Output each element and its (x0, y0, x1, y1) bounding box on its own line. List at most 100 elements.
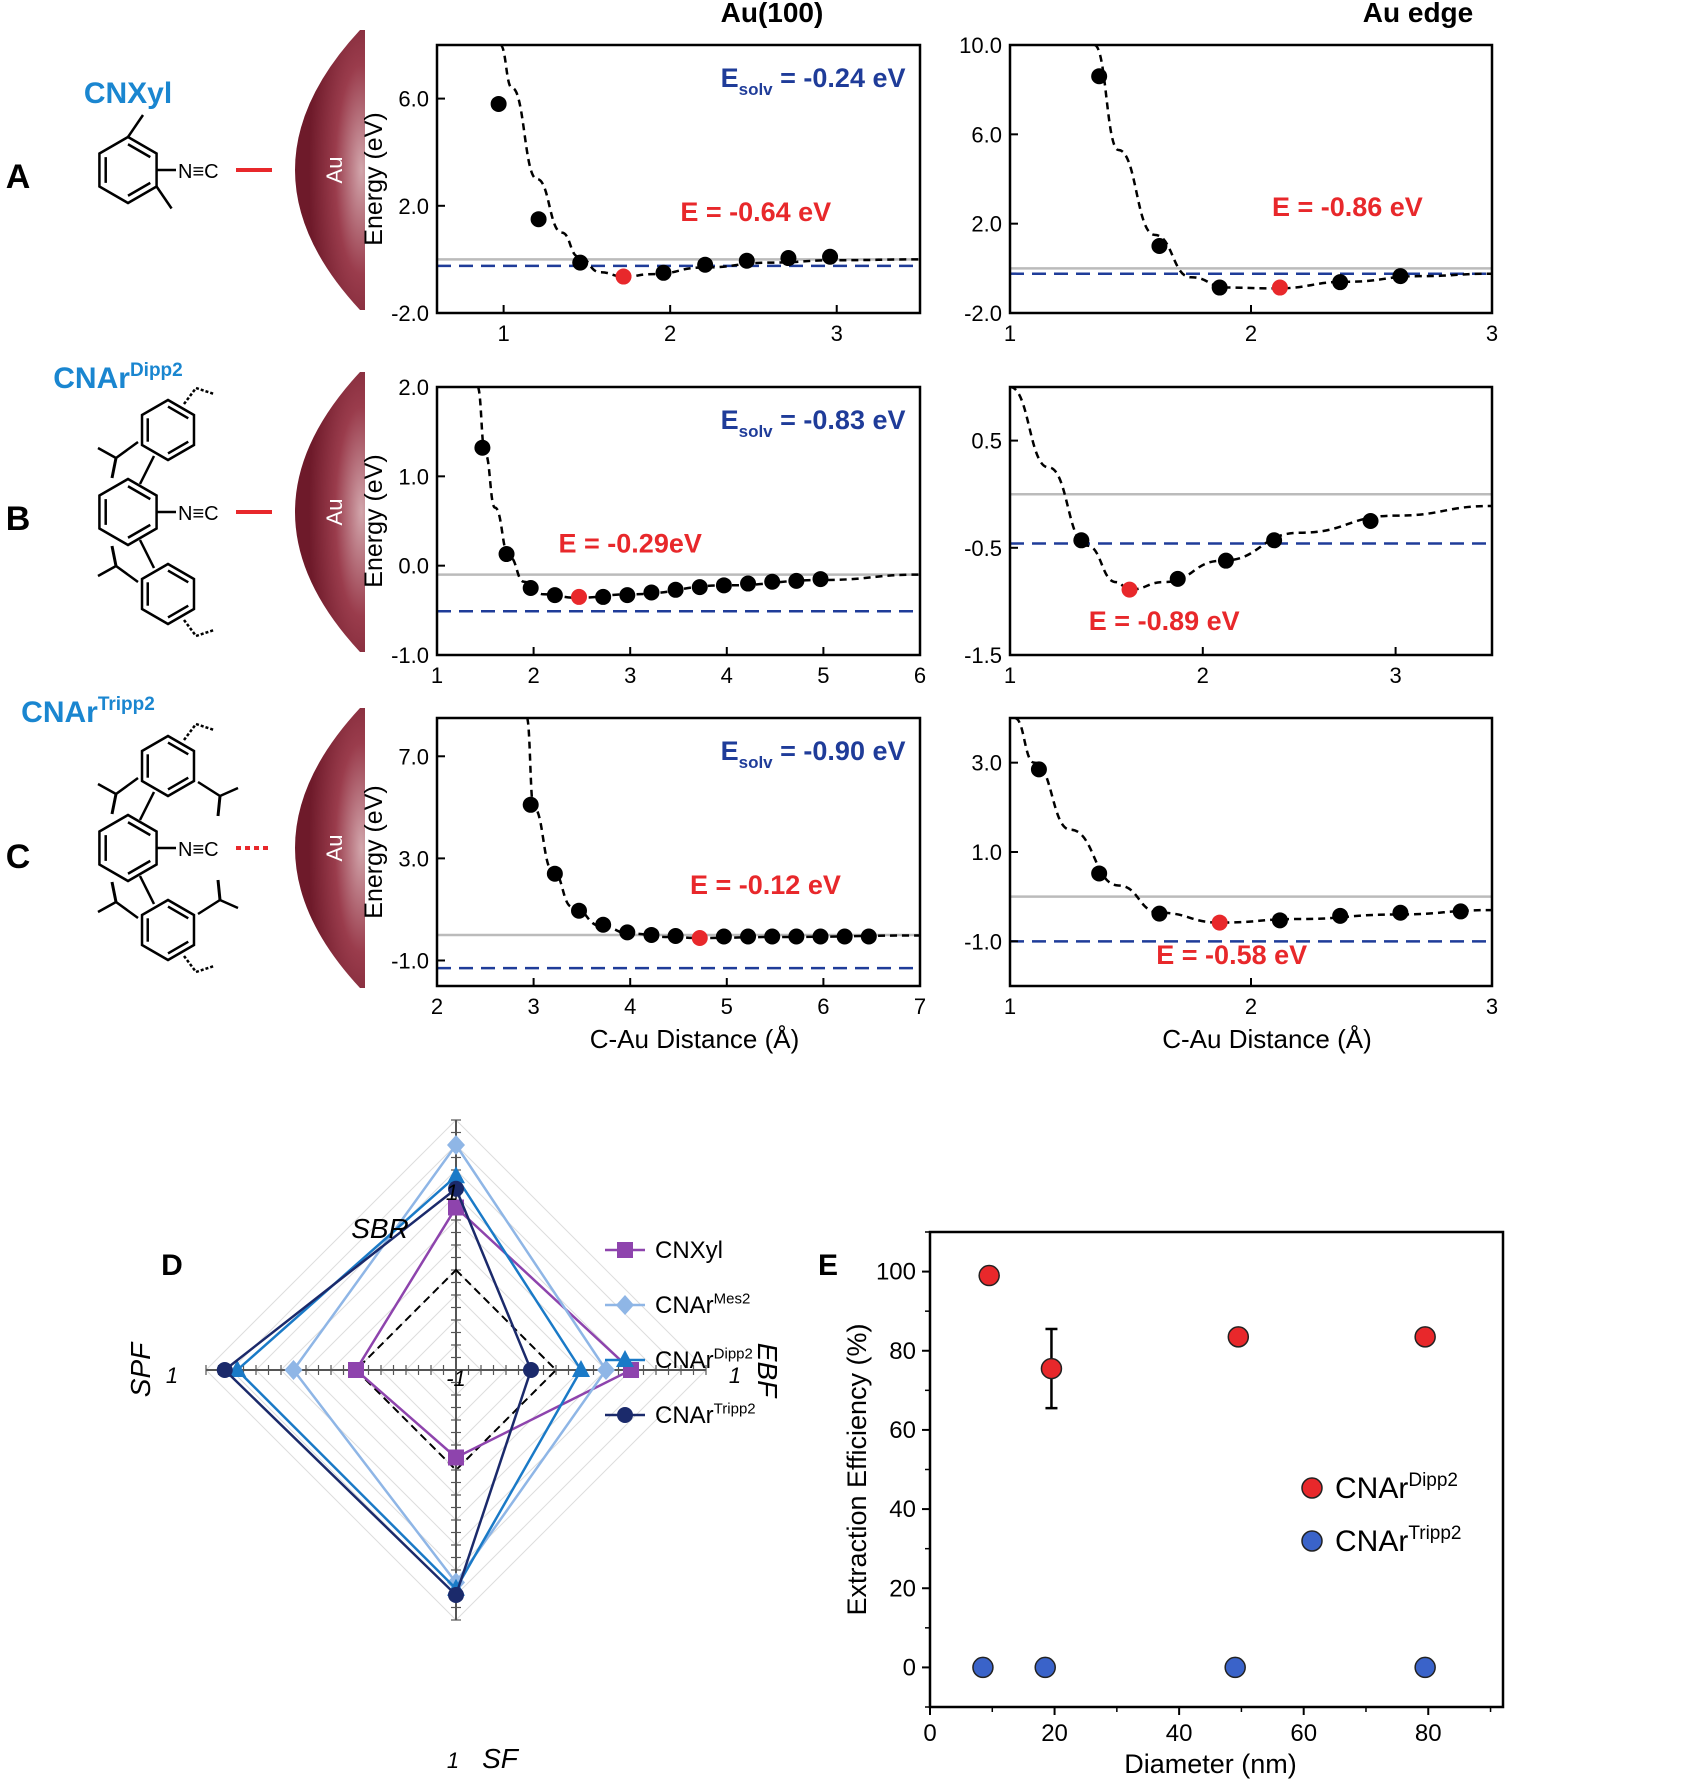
y-tick-label: -1.0 (964, 929, 1002, 954)
panel-letter: C (6, 838, 31, 876)
y-tick-label: -0.5 (964, 536, 1002, 561)
data-point (788, 572, 805, 589)
ring-bond (98, 813, 158, 883)
legend-label: CNArDipp2 (1335, 1470, 1458, 1505)
solvation-energy-label: Esolv = -0.90 eV (721, 736, 906, 772)
radar-marker (448, 1180, 464, 1197)
isopropyl-group (110, 881, 118, 903)
radar-axis-max: 1 (447, 1748, 459, 1773)
isopropyl-group (183, 722, 215, 741)
x-tick-label: 7 (914, 994, 926, 1019)
y-tick-label: -2.0 (964, 301, 1002, 326)
energy-charts: 1 2 3 -2.0 2.0 6.0 E = -0.64 eV Esolv = -0.24 e… (360, 33, 1498, 1054)
radar-marker (447, 1166, 465, 1184)
x-tick-label: 2 (1245, 321, 1257, 346)
x-tick-label: 2 (1197, 663, 1209, 688)
radar-axis-max: 1 (166, 1363, 178, 1388)
data-point (1091, 68, 1108, 85)
legend-marker (616, 1295, 634, 1315)
molecule-row-c: C CNArTripp2 Au N≡C (6, 694, 365, 988)
aryl-link (138, 455, 156, 485)
binding-energy-label: E = -0.64 eV (680, 197, 831, 227)
x-tick-label: 3 (1486, 321, 1498, 346)
gold-surface (295, 372, 365, 652)
data-point (738, 252, 755, 269)
x-axis-label: C-Au Distance (Å) (590, 1024, 800, 1054)
plot-frame (435, 385, 922, 657)
isopropyl-group (110, 793, 118, 815)
plot-area (437, 45, 920, 285)
x-tick-label: 2 (431, 994, 443, 1019)
au-label: Au (322, 499, 347, 526)
data-point (1414, 1326, 1436, 1348)
radar-marker (523, 1362, 539, 1378)
data-point (1073, 532, 1090, 549)
col-title-au100: Au(100) (721, 0, 824, 28)
radar-marker (447, 1135, 465, 1155)
x-tick-label: 2 (664, 321, 676, 346)
data-point (1227, 1326, 1250, 1348)
radar-marker (448, 1587, 464, 1603)
data-point (1211, 279, 1228, 296)
energy-chart-a-100: 1 2 3 -2.0 2.0 6.0 E = -0.64 eV Esolv = -0.24 e… (360, 43, 922, 346)
molecule-row-a: A CNXyl Au N≡C (6, 30, 365, 310)
radar-axis-label: EBF (752, 1343, 783, 1399)
radar-marker (216, 1362, 233, 1378)
x-tick-label: 4 (721, 663, 733, 688)
y-axis-label: Energy (eV) (360, 112, 388, 245)
double-bond (167, 440, 189, 455)
au-label: Au (322, 835, 347, 862)
binding-energy-label: E = -0.58 eV (1156, 940, 1307, 970)
data-point (1332, 907, 1349, 924)
data-point (972, 1656, 994, 1679)
x-tick-label: 80 (1415, 1720, 1442, 1747)
fit-curve (1093, 45, 1492, 290)
isopropyl-group (110, 457, 118, 479)
data-point (643, 926, 660, 943)
ligand-name: CNXyl (84, 77, 172, 110)
y-tick-label: 0.0 (398, 554, 429, 579)
y-tick-label: 2.0 (398, 375, 429, 400)
aryl-link (138, 875, 156, 905)
energy-chart-c-edge: 1 2 3 -1.0 1.0 3.0 E = -0.58 eV C-Au Distance (… (964, 716, 1498, 1054)
data-point (691, 579, 708, 596)
energy-chart-b-100: 1 2 3 4 5 6 -1.0 0.0 1.0 2.0 E = -0.29eV Esolv = -0… (360, 375, 926, 688)
panel-letter: A (6, 158, 31, 196)
y-tick-label: -1.5 (964, 643, 1002, 668)
radar-marker (284, 1360, 303, 1380)
data-point (1392, 904, 1409, 921)
data-point (498, 546, 515, 563)
legend-label: CNArTripp2 (655, 1400, 756, 1429)
data-point (715, 577, 732, 594)
y-tick-label: 80 (889, 1338, 916, 1365)
data-point (1266, 532, 1283, 549)
data-point (1151, 905, 1168, 922)
x-tick-label: 6 (817, 994, 829, 1019)
y-tick-label: 3.0 (971, 751, 1002, 776)
y-tick-label: 7.0 (398, 744, 429, 769)
data-point (530, 211, 547, 228)
x-tick-label: 3 (624, 663, 636, 688)
radar-axis-label: SPF (125, 1341, 156, 1397)
radar-axis-max: 1 (446, 1180, 458, 1205)
double-bond (167, 776, 189, 791)
x-tick-label: 1 (497, 321, 509, 346)
y-tick-label: 2.0 (398, 194, 429, 219)
energy-chart-b-edge: 1 2 3 -1.5 -0.5 0.5 E = -0.89 eV (964, 385, 1494, 688)
legend-marker (1301, 1530, 1323, 1552)
data-point (764, 573, 781, 590)
legend-label: CNArMes2 (655, 1290, 750, 1319)
data-point (522, 580, 539, 596)
data-point (697, 256, 714, 273)
y-tick-label: -1.0 (391, 948, 429, 973)
double-bond (167, 741, 189, 756)
x-tick-label: 1 (1004, 663, 1016, 688)
data-point (595, 588, 612, 605)
x-tick-label: 3 (1389, 663, 1401, 688)
ring-bond (140, 398, 196, 462)
aryl-link (138, 539, 156, 569)
isopropyl-group (97, 900, 139, 920)
double-bond (127, 859, 151, 875)
methyl-group (155, 185, 173, 210)
col-title-au-edge: Au edge (1363, 0, 1473, 28)
